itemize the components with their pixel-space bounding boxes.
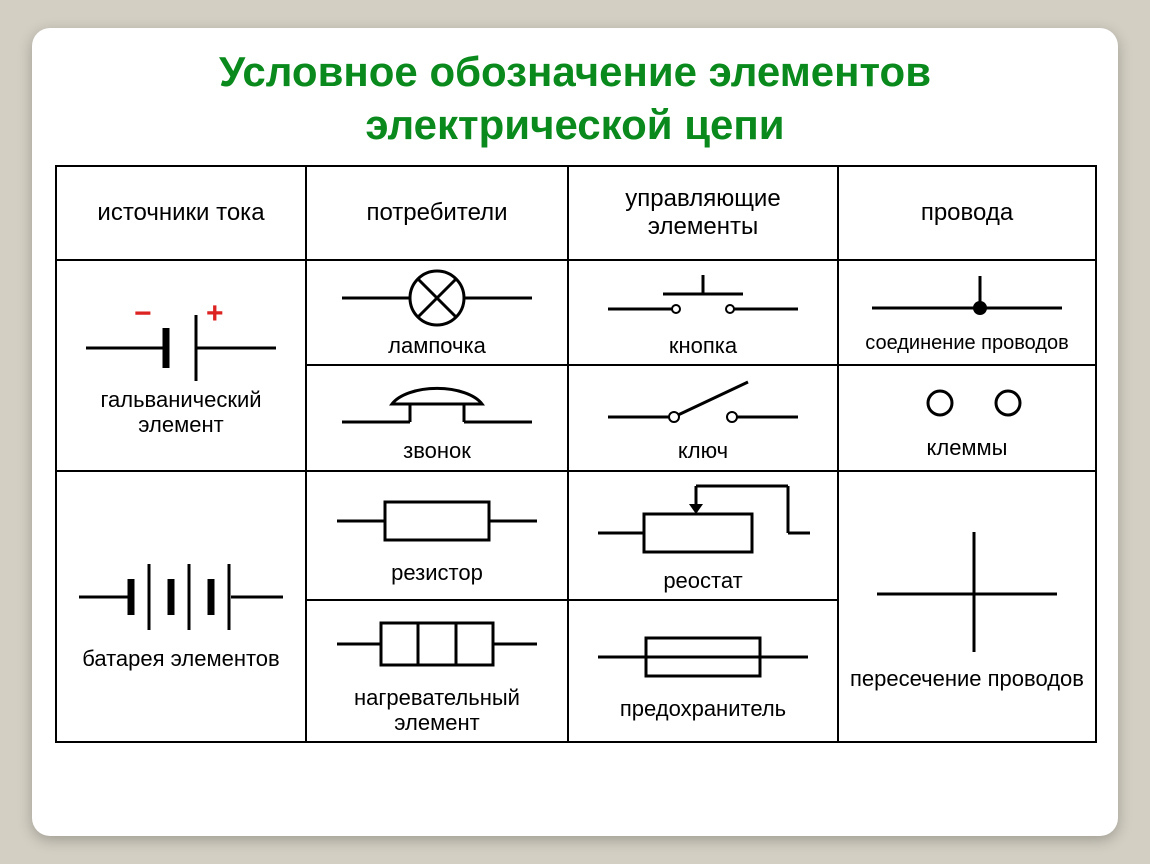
cell-crossing: пересечение проводов: [838, 471, 1096, 743]
header-row: источники тока потребители управляющие э…: [56, 166, 1096, 260]
cell-fuse: предохранитель: [568, 600, 838, 743]
svg-text:−: −: [134, 297, 152, 330]
cell-galvanic: − + гальванический элемент: [56, 260, 306, 471]
table-row: − + гальванический элемент: [56, 260, 1096, 365]
cell-button: кнопка: [568, 260, 838, 365]
label-button: кнопка: [669, 333, 737, 358]
col-controls: управляющие элементы: [568, 166, 838, 260]
resistor-icon: [327, 486, 547, 556]
label-heater: нагревательный элемент: [311, 685, 563, 736]
cell-battery: батарея элементов: [56, 471, 306, 743]
title-line-1: Условное обозначение элементов: [219, 48, 931, 95]
title-line-2: электрической цепи: [365, 101, 784, 148]
card: Условное обозначение элементов электриче…: [32, 28, 1118, 836]
fuse-icon: [588, 622, 818, 692]
terminals-icon: [862, 375, 1072, 431]
label-galvanic: гальванический элемент: [61, 387, 301, 438]
col-wires: провода: [838, 166, 1096, 260]
heater-icon: [327, 607, 547, 681]
label-switch: ключ: [678, 438, 728, 463]
col-sources: источники тока: [56, 166, 306, 260]
table-row: батарея элементов резистор: [56, 471, 1096, 600]
svg-text:+: +: [206, 297, 224, 330]
label-crossing: пересечение проводов: [850, 666, 1084, 691]
label-bell: звонок: [403, 438, 471, 463]
label-resistor: резистор: [391, 560, 483, 585]
switch-icon: [598, 372, 808, 434]
rheostat-icon: [588, 478, 818, 564]
cell-resistor: резистор: [306, 471, 568, 600]
cell-terminals: клеммы: [838, 365, 1096, 470]
wire-crossing-icon: [862, 522, 1072, 662]
cell-heater: нагревательный элемент: [306, 600, 568, 743]
battery-icon: [71, 542, 291, 642]
label-battery: батарея элементов: [82, 646, 279, 671]
lamp-icon: [332, 267, 542, 329]
page-title: Условное обозначение элементов электриче…: [32, 28, 1118, 165]
label-junction: соединение проводов: [865, 332, 1069, 355]
symbols-table: источники тока потребители управляющие э…: [55, 165, 1097, 743]
cell-lamp: лампочка: [306, 260, 568, 365]
cell-rheostat: реостат: [568, 471, 838, 600]
pushbutton-icon: [598, 267, 808, 329]
label-terminals: клеммы: [926, 435, 1007, 460]
bell-icon: [332, 372, 542, 434]
label-rheostat: реостат: [663, 568, 742, 593]
wire-junction-icon: [862, 270, 1072, 328]
label-fuse: предохранитель: [620, 696, 786, 721]
label-lamp: лампочка: [388, 333, 486, 358]
cell-bell: звонок: [306, 365, 568, 470]
galvanic-cell-icon: − +: [76, 293, 286, 383]
col-consumers: потребители: [306, 166, 568, 260]
cell-junction: соединение проводов: [838, 260, 1096, 365]
cell-switch: ключ: [568, 365, 838, 470]
